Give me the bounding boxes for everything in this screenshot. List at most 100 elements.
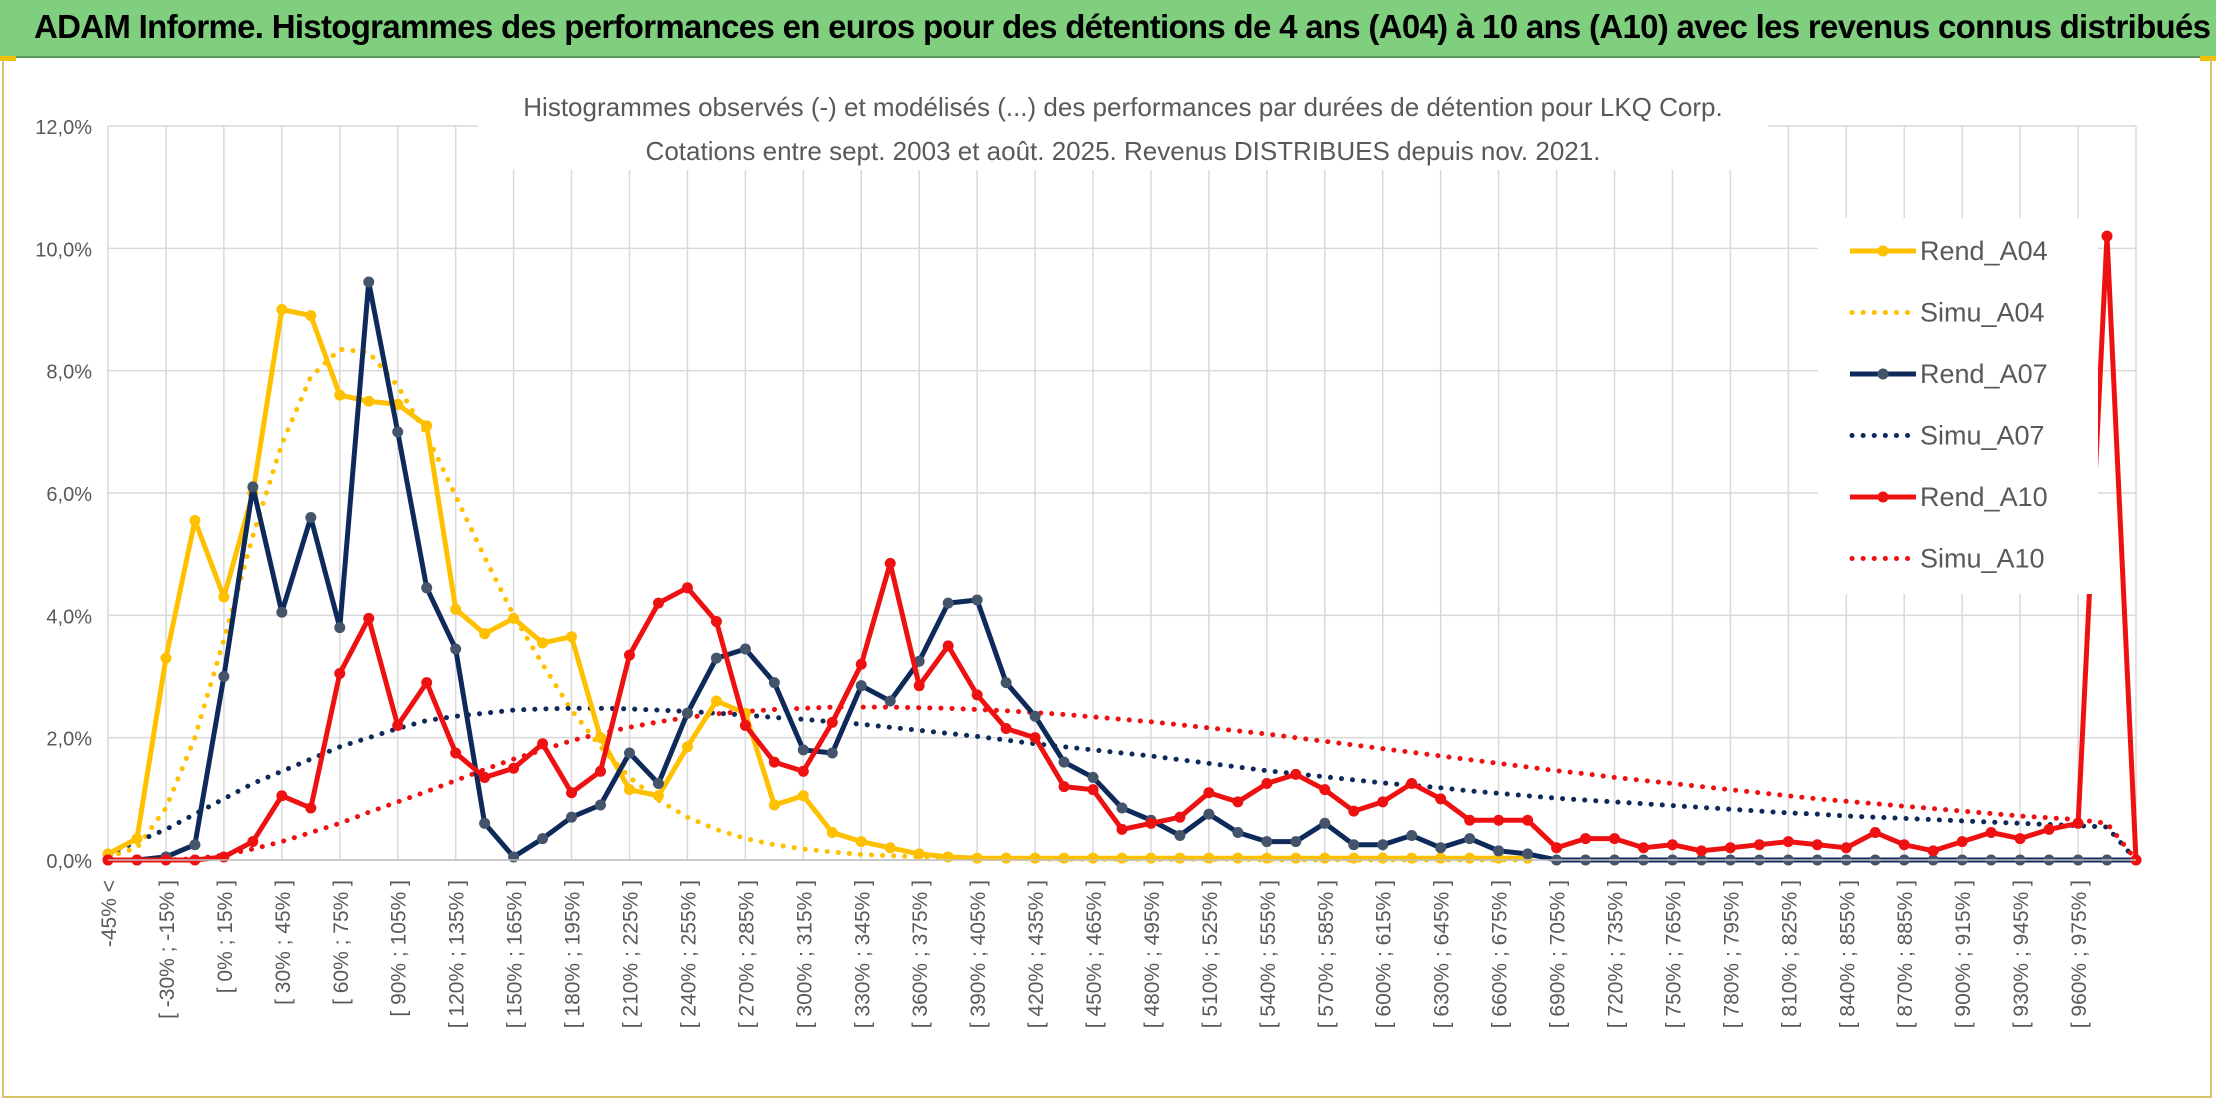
data-point <box>421 582 433 594</box>
data-point <box>1406 778 1418 790</box>
data-point <box>884 695 896 707</box>
chart-title-background <box>478 84 1768 170</box>
x-tick-label: [ 330% ; 345% ] <box>851 880 874 1028</box>
data-point <box>1116 852 1128 864</box>
x-tick-label: [ 450% ; 465% ] <box>1083 880 1106 1028</box>
report-title: ADAM Informe. Histogrammes des performan… <box>34 8 2211 45</box>
data-point <box>2101 230 2113 242</box>
data-point <box>1985 826 1997 838</box>
data-point <box>1811 839 1823 851</box>
data-point <box>363 612 375 624</box>
data-point <box>913 680 925 692</box>
data-point <box>1174 811 1186 823</box>
chart-frame <box>2 58 2212 1098</box>
legend-label: Rend_A04 <box>1920 236 2048 266</box>
legend-label: Simu_A04 <box>1920 298 2045 328</box>
x-tick-label: [ 720% ; 735% ] <box>1605 880 1628 1028</box>
x-tick-label: [ 60% ; 75% ] <box>330 880 353 1005</box>
data-point <box>710 615 722 627</box>
data-point <box>1927 845 1939 857</box>
data-point <box>855 658 867 670</box>
data-point <box>334 389 346 401</box>
data-point <box>276 790 288 802</box>
data-point <box>1000 722 1012 734</box>
data-point <box>392 426 404 438</box>
x-tick-label: [ 840% ; 855% ] <box>1836 880 1859 1028</box>
data-point <box>305 802 317 814</box>
data-point <box>1464 852 1476 864</box>
data-point <box>1029 852 1041 864</box>
corner-mark-left <box>0 56 16 61</box>
data-point <box>1869 826 1881 838</box>
data-point <box>942 851 954 863</box>
series-Simu_A10 <box>105 704 2139 863</box>
data-point <box>305 310 317 322</box>
data-point <box>652 778 664 790</box>
data-point <box>942 640 954 652</box>
legend-label: Simu_A10 <box>1920 544 2045 574</box>
data-point <box>1319 784 1331 796</box>
data-point <box>1782 836 1794 848</box>
x-tick-label: -45% < <box>98 880 121 947</box>
data-point <box>681 741 693 753</box>
data-point <box>1058 756 1070 768</box>
data-point <box>1000 677 1012 689</box>
data-point <box>1290 852 1302 864</box>
data-point <box>160 652 172 664</box>
chart-grid <box>107 125 2137 861</box>
data-point <box>768 756 780 768</box>
x-tick-label: [ -30% ; -15% ] <box>156 880 179 1019</box>
data-point <box>566 787 578 799</box>
data-point <box>1956 836 1968 848</box>
data-point <box>1551 842 1563 854</box>
data-point <box>710 652 722 664</box>
data-point <box>710 695 722 707</box>
data-point <box>826 716 838 728</box>
data-point <box>1695 845 1707 857</box>
x-tick-label: [ 180% ; 195% ] <box>562 880 585 1028</box>
chart-subtitle: Cotations entre sept. 2003 et août. 2025… <box>646 136 1601 166</box>
data-point <box>1464 833 1476 845</box>
data-point <box>421 677 433 689</box>
data-point <box>247 481 259 493</box>
x-tick-label: [ 270% ; 285% ] <box>735 880 758 1028</box>
data-point <box>1029 710 1041 722</box>
x-tick-label: [ 960% ; 975% ] <box>2068 880 2091 1028</box>
data-point <box>1348 805 1360 817</box>
data-point <box>1261 836 1273 848</box>
chart-axes: 0,0% 2,0% 4,0% 6,0% 8,0% 10,0% 12,0% -45% < [ -3… <box>35 117 2136 1028</box>
data-point <box>363 276 375 288</box>
series-line <box>106 307 1528 861</box>
data-point <box>797 790 809 802</box>
data-point <box>566 811 578 823</box>
data-point <box>942 597 954 609</box>
x-tick-label: [ 870% ; 885% ] <box>1894 880 1917 1028</box>
data-point <box>739 643 751 655</box>
x-tick-label: [ 930% ; 945% ] <box>2010 880 2033 1028</box>
data-point <box>1290 836 1302 848</box>
data-point <box>1087 784 1099 796</box>
data-point <box>1348 839 1360 851</box>
x-tick-label: [ 660% ; 675% ] <box>1489 880 1512 1028</box>
data-point <box>2014 833 2026 845</box>
data-point <box>1261 778 1273 790</box>
data-point <box>595 732 607 744</box>
legend-item-Simu_A07: Simu_A07 <box>1849 421 2045 451</box>
data-point <box>1203 787 1215 799</box>
data-point <box>1145 817 1157 829</box>
data-point <box>1377 796 1389 808</box>
data-point <box>537 833 549 845</box>
data-point <box>1724 842 1736 854</box>
y-tick-label: 4,0% <box>46 606 92 628</box>
series-Simu_A07 <box>105 705 2139 863</box>
data-point <box>1058 781 1070 793</box>
data-point <box>971 689 983 701</box>
data-point <box>508 762 520 774</box>
data-point <box>768 677 780 689</box>
corner-mark-right <box>2200 56 2216 61</box>
x-tick-label: [ 570% ; 585% ] <box>1315 880 1338 1028</box>
data-point <box>768 799 780 811</box>
x-tick-label: [ 0% ; 15% ] <box>214 880 237 993</box>
data-point <box>1898 839 1910 851</box>
